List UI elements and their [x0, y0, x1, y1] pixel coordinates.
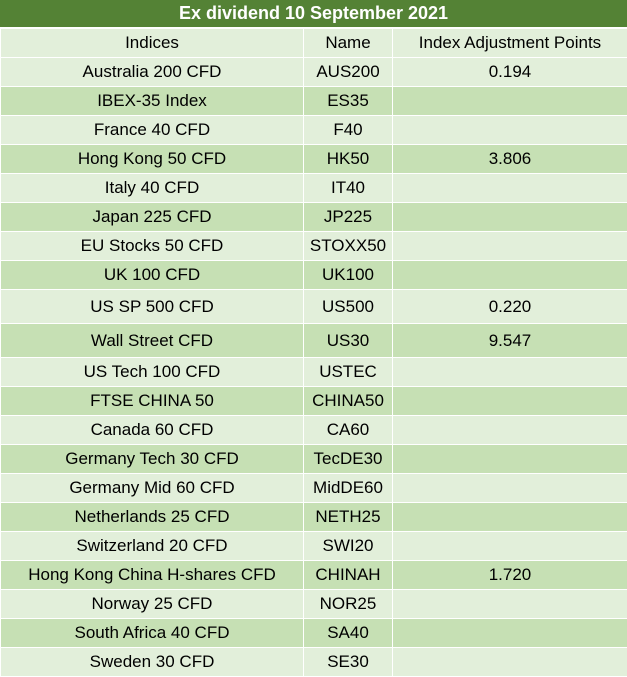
- points-cell: [393, 619, 627, 648]
- points-cell: [393, 232, 627, 261]
- index-cell: Germany Tech 30 CFD: [1, 445, 304, 474]
- points-cell: [393, 116, 627, 145]
- sheet-title: Ex dividend 10 September 2021: [0, 0, 627, 28]
- name-cell: MidDE60: [304, 474, 393, 503]
- name-cell: ES35: [304, 87, 393, 116]
- points-cell: [393, 174, 627, 203]
- name-cell: HK50: [304, 145, 393, 174]
- points-cell: [393, 87, 627, 116]
- column-header-name: Name: [304, 29, 393, 58]
- points-cell: 1.720: [393, 561, 627, 590]
- index-cell: Canada 60 CFD: [1, 416, 304, 445]
- header-row: Indices Name Index Adjustment Points: [1, 29, 627, 58]
- index-cell: Sweden 30 CFD: [1, 648, 304, 677]
- name-cell: CHINA50: [304, 387, 393, 416]
- dividend-table: Indices Name Index Adjustment Points Aus…: [0, 28, 627, 677]
- index-cell: Switzerland 20 CFD: [1, 532, 304, 561]
- name-cell: F40: [304, 116, 393, 145]
- name-cell: SA40: [304, 619, 393, 648]
- name-cell: CA60: [304, 416, 393, 445]
- index-cell: Italy 40 CFD: [1, 174, 304, 203]
- points-cell: [393, 387, 627, 416]
- points-cell: 0.220: [393, 290, 627, 324]
- name-cell: US500: [304, 290, 393, 324]
- points-cell: [393, 416, 627, 445]
- points-cell: [393, 358, 627, 387]
- index-cell: Wall Street CFD: [1, 324, 304, 358]
- index-cell: UK 100 CFD: [1, 261, 304, 290]
- index-cell: IBEX-35 Index: [1, 87, 304, 116]
- name-cell: STOXX50: [304, 232, 393, 261]
- name-cell: AUS200: [304, 58, 393, 87]
- points-cell: 0.194: [393, 58, 627, 87]
- points-cell: [393, 474, 627, 503]
- points-cell: [393, 203, 627, 232]
- index-cell: US Tech 100 CFD: [1, 358, 304, 387]
- column-header-points: Index Adjustment Points: [393, 29, 627, 58]
- index-cell: Australia 200 CFD: [1, 58, 304, 87]
- index-cell: Hong Kong 50 CFD: [1, 145, 304, 174]
- index-cell: FTSE CHINA 50: [1, 387, 304, 416]
- points-cell: [393, 503, 627, 532]
- name-cell: JP225: [304, 203, 393, 232]
- name-cell: TecDE30: [304, 445, 393, 474]
- points-cell: [393, 590, 627, 619]
- index-cell: Germany Mid 60 CFD: [1, 474, 304, 503]
- name-cell: CHINAH: [304, 561, 393, 590]
- name-cell: USTEC: [304, 358, 393, 387]
- name-cell: UK100: [304, 261, 393, 290]
- points-cell: 9.547: [393, 324, 627, 358]
- index-cell: EU Stocks 50 CFD: [1, 232, 304, 261]
- points-cell: 3.806: [393, 145, 627, 174]
- index-cell: Norway 25 CFD: [1, 590, 304, 619]
- index-cell: US SP 500 CFD: [1, 290, 304, 324]
- index-cell: Japan 225 CFD: [1, 203, 304, 232]
- index-cell: Hong Kong China H-shares CFD: [1, 561, 304, 590]
- name-cell: IT40: [304, 174, 393, 203]
- points-cell: [393, 532, 627, 561]
- points-cell: [393, 445, 627, 474]
- column-header-indices: Indices: [1, 29, 304, 58]
- index-cell: Netherlands 25 CFD: [1, 503, 304, 532]
- name-cell: SE30: [304, 648, 393, 677]
- index-cell: France 40 CFD: [1, 116, 304, 145]
- points-cell: [393, 648, 627, 677]
- name-cell: NETH25: [304, 503, 393, 532]
- name-cell: SWI20: [304, 532, 393, 561]
- name-cell: NOR25: [304, 590, 393, 619]
- index-cell: South Africa 40 CFD: [1, 619, 304, 648]
- name-cell: US30: [304, 324, 393, 358]
- points-cell: [393, 261, 627, 290]
